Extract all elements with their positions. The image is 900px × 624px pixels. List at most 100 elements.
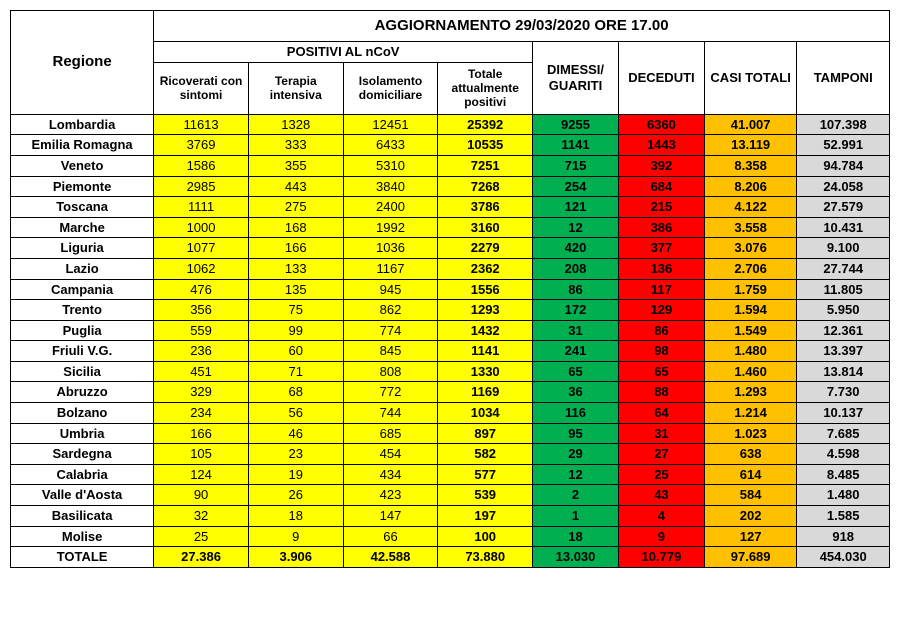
cell-tamponi-total: 454.030 <box>797 547 890 568</box>
cell-tot-positivi: 539 <box>438 485 533 506</box>
cell-ricoverati: 3769 <box>154 135 249 156</box>
header-totale-positivi: Totale attualmente positivi <box>438 62 533 114</box>
cell-terapia: 333 <box>248 135 343 156</box>
cell-tamponi: 13.814 <box>797 361 890 382</box>
cell-terapia: 9 <box>248 526 343 547</box>
cell-region: Toscana <box>11 197 154 218</box>
cell-dimessi: 1141 <box>533 135 619 156</box>
cell-tot-positivi: 1330 <box>438 361 533 382</box>
cell-tamponi: 10.137 <box>797 403 890 424</box>
cell-region: Lombardia <box>11 114 154 135</box>
cell-dimessi: 208 <box>533 258 619 279</box>
cell-terapia-total: 3.906 <box>248 547 343 568</box>
cell-ricoverati: 1000 <box>154 217 249 238</box>
cell-region: Calabria <box>11 464 154 485</box>
cell-terapia: 355 <box>248 155 343 176</box>
table-row: Abruzzo32968772116936881.2937.730 <box>11 382 890 403</box>
cell-tot-positivi: 3786 <box>438 197 533 218</box>
cell-terapia: 23 <box>248 444 343 465</box>
cell-deceduti: 117 <box>618 279 704 300</box>
cell-tot-positivi: 1169 <box>438 382 533 403</box>
cell-deceduti: 386 <box>618 217 704 238</box>
cell-isolamento: 2400 <box>343 197 438 218</box>
cell-dimessi: 29 <box>533 444 619 465</box>
cell-tamponi: 107.398 <box>797 114 890 135</box>
cell-region: Lazio <box>11 258 154 279</box>
cell-casi-totali: 584 <box>704 485 797 506</box>
cell-tot-positivi: 100 <box>438 526 533 547</box>
cell-dimessi: 241 <box>533 341 619 362</box>
cell-casi-totali: 8.206 <box>704 176 797 197</box>
cell-tamponi: 918 <box>797 526 890 547</box>
cell-region: Emilia Romagna <box>11 135 154 156</box>
cell-isolamento: 147 <box>343 506 438 527</box>
cell-casi-totali: 8.358 <box>704 155 797 176</box>
table-row: Puglia55999774143231861.54912.361 <box>11 320 890 341</box>
table-row: Sardegna1052345458229276384.598 <box>11 444 890 465</box>
table-row: Calabria1241943457712256148.485 <box>11 464 890 485</box>
header-title: AGGIORNAMENTO 29/03/2020 ORE 17.00 <box>154 11 890 42</box>
cell-terapia: 56 <box>248 403 343 424</box>
cell-deceduti-total: 10.779 <box>618 547 704 568</box>
table-row: Veneto1586355531072517153928.35894.784 <box>11 155 890 176</box>
cell-tamponi: 1.480 <box>797 485 890 506</box>
cell-dimessi: 2 <box>533 485 619 506</box>
cell-region: Valle d'Aosta <box>11 485 154 506</box>
cell-tamponi: 12.361 <box>797 320 890 341</box>
cell-tamponi: 7.730 <box>797 382 890 403</box>
cell-casi-totali: 1.023 <box>704 423 797 444</box>
cell-tamponi: 9.100 <box>797 238 890 259</box>
cell-dimessi: 420 <box>533 238 619 259</box>
cell-ricoverati: 2985 <box>154 176 249 197</box>
cell-tamponi: 24.058 <box>797 176 890 197</box>
cell-isolamento: 3840 <box>343 176 438 197</box>
cell-tot-positivi-total: 73.880 <box>438 547 533 568</box>
cell-tot-positivi: 197 <box>438 506 533 527</box>
cell-casi-totali: 202 <box>704 506 797 527</box>
cell-terapia: 46 <box>248 423 343 444</box>
cell-tot-positivi: 7251 <box>438 155 533 176</box>
table-row: Valle d'Aosta90264235392435841.480 <box>11 485 890 506</box>
cell-tot-positivi: 1034 <box>438 403 533 424</box>
cell-casi-totali: 1.460 <box>704 361 797 382</box>
cell-casi-totali: 1.293 <box>704 382 797 403</box>
cell-region: Trento <box>11 300 154 321</box>
cell-deceduti: 65 <box>618 361 704 382</box>
cell-tot-positivi: 1432 <box>438 320 533 341</box>
cell-casi-totali: 1.480 <box>704 341 797 362</box>
cell-ricoverati: 90 <box>154 485 249 506</box>
cell-deceduti: 43 <box>618 485 704 506</box>
cell-tamponi: 8.485 <box>797 464 890 485</box>
table-row: Trento3567586212931721291.5945.950 <box>11 300 890 321</box>
cell-casi-totali: 3.558 <box>704 217 797 238</box>
cell-region: Puglia <box>11 320 154 341</box>
cell-isolamento: 772 <box>343 382 438 403</box>
cell-region: Piemonte <box>11 176 154 197</box>
cell-region: Sicilia <box>11 361 154 382</box>
cell-region-total: TOTALE <box>11 547 154 568</box>
cell-casi-totali: 614 <box>704 464 797 485</box>
cell-casi-totali: 127 <box>704 526 797 547</box>
cell-deceduti: 392 <box>618 155 704 176</box>
cell-region: Friuli V.G. <box>11 341 154 362</box>
cell-isolamento: 862 <box>343 300 438 321</box>
cell-isolamento-total: 42.588 <box>343 547 438 568</box>
cell-ricoverati: 329 <box>154 382 249 403</box>
cell-ricoverati: 32 <box>154 506 249 527</box>
cell-tamponi: 1.585 <box>797 506 890 527</box>
cell-ricoverati: 236 <box>154 341 249 362</box>
cell-tot-positivi: 1293 <box>438 300 533 321</box>
cell-casi-totali: 4.122 <box>704 197 797 218</box>
cell-isolamento: 434 <box>343 464 438 485</box>
cell-casi-totali: 638 <box>704 444 797 465</box>
cell-dimessi-total: 13.030 <box>533 547 619 568</box>
cell-deceduti: 215 <box>618 197 704 218</box>
cell-tot-positivi: 897 <box>438 423 533 444</box>
cell-region: Bolzano <box>11 403 154 424</box>
cell-deceduti: 6360 <box>618 114 704 135</box>
cell-dimessi: 12 <box>533 217 619 238</box>
cell-deceduti: 377 <box>618 238 704 259</box>
cell-ricoverati-total: 27.386 <box>154 547 249 568</box>
cell-dimessi: 715 <box>533 155 619 176</box>
cell-isolamento: 744 <box>343 403 438 424</box>
